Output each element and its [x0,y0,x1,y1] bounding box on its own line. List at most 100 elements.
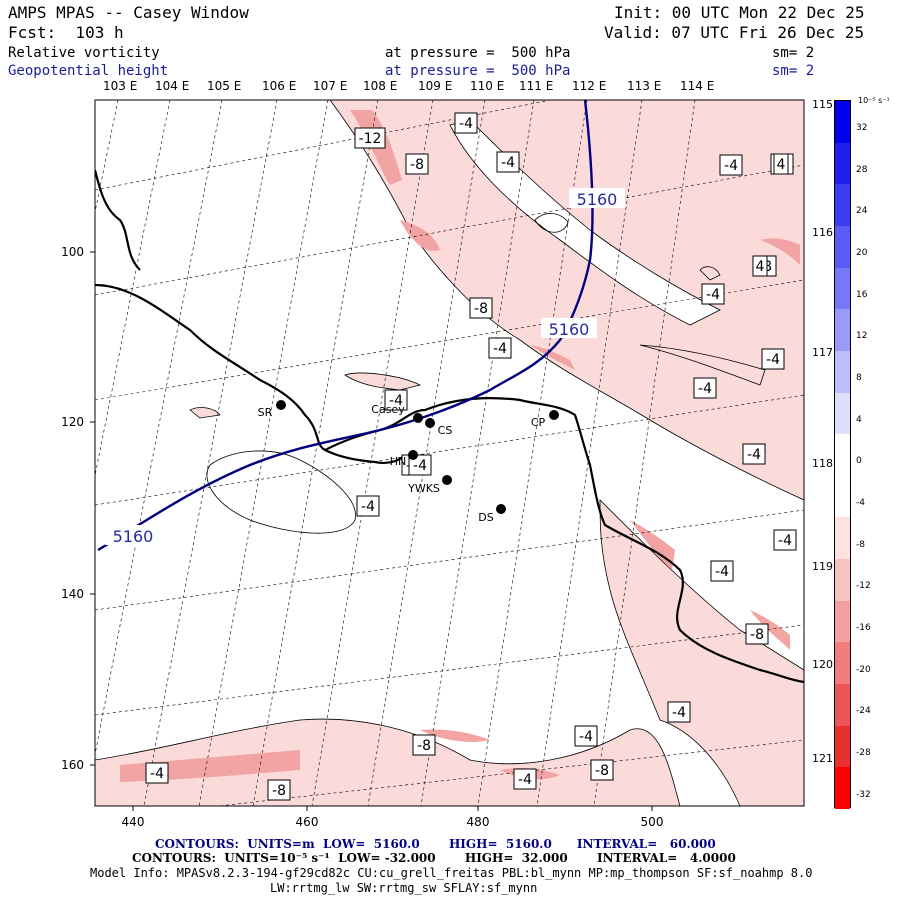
colorbar-segment [835,350,850,394]
svg-text:-4: -4 [579,729,593,745]
colorbar-segment [835,475,850,518]
colorbar-segment [835,434,850,477]
lon-label-top: 109 E [418,79,452,93]
x-tick-label: 500 [641,815,664,829]
colorbar-tick-label: 12 [856,331,868,342]
vorticity-label: -4 [773,529,797,551]
colorbar-strip [834,100,851,810]
colorbar-tick-label: -12 [856,581,871,592]
svg-text:-4: -4 [361,499,375,515]
svg-text:-8: -8 [750,627,764,643]
colorbar-segment [835,184,850,227]
colorbar-tick-label: -16 [856,622,871,633]
vorticity-label: -8 [745,623,769,645]
station-hn: HN [390,450,418,468]
station-cs: CS [425,418,452,437]
vorticity-label: -4 [710,560,734,582]
svg-text:-4: -4 [518,772,532,788]
title: AMPS MPAS -- Casey Window [8,3,249,22]
station-sr: SR [258,400,286,419]
height-labels: 5160 5160 5160 [105,188,625,546]
lon-label-top: 112 E [572,79,606,93]
lon-label-top: 105 E [207,79,241,93]
svg-text:-12: -12 [359,131,382,147]
graticule [95,100,804,806]
vorticity-labels: -12 -8 -4 -4 -4 -4 -8 -4 -8 -4 -4 -4 -4 -4 -4 -4 -4 -4 -8 -… [145,112,797,801]
stations: SR Casey CS CP HN YWKS DS [258,400,559,524]
y-tick-label: 100 [61,245,84,259]
y-axis-ticks: 100 120 140 160 [61,245,95,772]
svg-text:-8: -8 [595,763,609,779]
colorbar-tick-label: 20 [856,248,868,259]
height-label: 5160 [113,527,154,546]
svg-text:-4: -4 [698,381,712,397]
lon-label-top: 106 E [262,79,296,93]
svg-text:-4: -4 [413,458,427,474]
colorbar-segment [835,600,850,643]
station-cp: CP [531,410,559,429]
vorticity-shading [95,100,804,806]
station-label: HN [390,455,407,468]
footer-height-contours: CONTOURS: UNITS=m LOW= 5160.0 HIGH= 5160… [155,837,716,851]
vorticity-label: -4 [574,725,598,747]
y-tick-label: 140 [61,587,84,601]
vorticity-label: -4 [667,701,691,723]
station-label: DS [478,511,493,524]
valid-time: Valid: 07 UTC Fri 26 Dec 25 [604,23,865,42]
vorticity-label: -4 [496,151,520,173]
station-ds: DS [478,504,506,524]
station-label: CS [438,424,453,437]
svg-text:-8: -8 [272,783,286,799]
vorticity-label: -8 [412,734,436,756]
x-tick-label: 480 [467,815,490,829]
lon-label-top: 104 E [155,79,189,93]
vorticity-label: -4 [719,154,743,176]
svg-text:-8: -8 [410,157,424,173]
x-tick-label: 460 [296,815,319,829]
colorbar-tick-label: -8 [856,539,865,550]
colorbar-segment [835,725,850,768]
colorbar-tick-label: 28 [856,164,868,175]
svg-text:-4: -4 [493,341,507,357]
colorbar-tick-label: 8 [856,373,862,384]
coastline [95,169,804,684]
vorticity-label: -8 [590,759,614,781]
colorbar-tick-label: 16 [856,289,868,300]
colorbar-segment [835,267,850,310]
colorbar-segment [835,559,850,602]
height-label: 5160 [549,320,590,339]
lon-label-top: 111 E [519,79,553,93]
vorticity-label: 4 [752,255,768,277]
vorticity-label: -4 [742,443,766,465]
svg-text:-4: -4 [459,116,473,132]
lon-label-top: 113 E [627,79,661,93]
vorticity-label: -4 [145,762,169,784]
station-ywks: YWKS [407,475,452,495]
field1-level: at pressure = 500 hPa [385,45,571,61]
svg-text:4: 4 [777,157,786,173]
station-casey: Casey [371,403,423,423]
vorticity-label: 4 [773,153,789,175]
field1-name: Relative vorticity [8,45,160,61]
svg-text:-4: -4 [778,533,792,549]
colorbar-segment [835,517,850,560]
svg-text:-4: -4 [150,766,164,782]
init-time: Init: 00 UTC Mon 22 Dec 25 [614,3,865,22]
svg-text:-4: -4 [501,155,515,171]
vorticity-label: -4 [488,337,512,359]
vorticity-label: -4 [408,454,432,476]
svg-text:-4: -4 [724,158,738,174]
colorbar-tick-label: 24 [856,206,868,217]
vorticity-contours [206,213,766,534]
map-plot: 103 E 104 E 105 E 106 E 107 E 108 E 109 E 110 E… [61,79,843,829]
vorticity-label: -4 [513,768,537,790]
colorbar: 10⁻⁵ s⁻¹ 32 28 24 20 16 12 8 4 0 -4 -8 -12 -16 -20 -24… [834,96,900,810]
lon-label-top: 110 E [470,79,504,93]
vorticity-label: -8 [469,297,493,319]
field2-smoothing: sm= 2 [772,63,815,79]
field1-smoothing: sm= 2 [772,45,815,61]
colorbar-tick-label: 32 [856,123,868,134]
station-label: SR [258,406,273,419]
lon-label-top: 114 E [680,79,714,93]
forecast-hour: Fcst: 103 h [8,23,124,42]
